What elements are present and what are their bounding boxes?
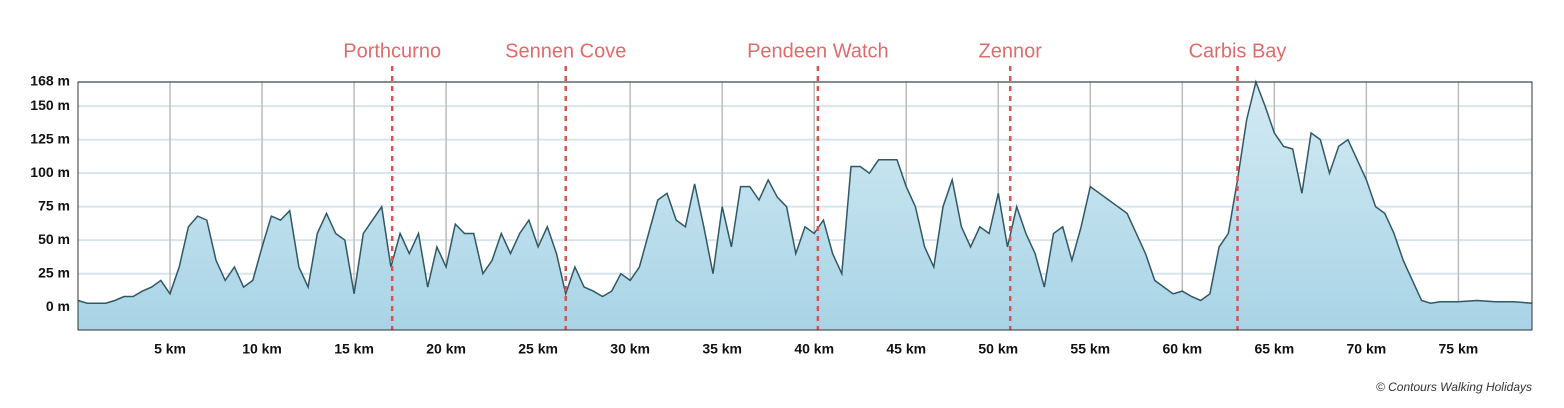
y-tick-label: 25 m: [38, 264, 70, 280]
x-tick-label: 55 km: [1070, 341, 1110, 357]
y-tick-label: 150 m: [30, 97, 70, 113]
y-tick-label: 125 m: [30, 130, 70, 146]
credit: © Contours Walking Holidays: [1376, 380, 1532, 394]
x-tick-label: 30 km: [610, 341, 650, 357]
x-tick-label: 70 km: [1347, 341, 1387, 357]
y-tick-label: 50 m: [38, 231, 70, 247]
x-tick-label: 25 km: [518, 341, 558, 357]
y-tick-label: 75 m: [38, 197, 70, 213]
x-tick-label: 5 km: [154, 341, 186, 357]
y-tick-label: 0 m: [46, 298, 70, 314]
elevation-area: [78, 82, 1532, 330]
marker-label: Zennor: [979, 40, 1043, 62]
x-tick-label: 45 km: [886, 341, 926, 357]
marker-label: Sennen Cove: [505, 40, 626, 62]
x-tick-label: 10 km: [242, 341, 282, 357]
elevation-line: [77, 79, 1533, 304]
x-tick-label: 40 km: [794, 341, 834, 357]
marker-label: Porthcurno: [343, 40, 441, 62]
plot-frame: [77, 81, 1533, 331]
x-tick-label: 20 km: [426, 341, 466, 357]
x-tick-label: 50 km: [978, 341, 1018, 357]
y-tick-label: 100 m: [30, 164, 70, 180]
x-tick-label: 60 km: [1162, 341, 1202, 357]
x-tick-label: 75 km: [1439, 341, 1479, 357]
x-tick-label: 65 km: [1254, 341, 1294, 357]
x-tick-label: 35 km: [702, 341, 742, 357]
x-tick-label: 15 km: [334, 341, 374, 357]
marker-label: Carbis Bay: [1189, 40, 1287, 62]
y-tick-label: 168 m: [30, 73, 70, 89]
marker-label: Pendeen Watch: [747, 40, 889, 62]
